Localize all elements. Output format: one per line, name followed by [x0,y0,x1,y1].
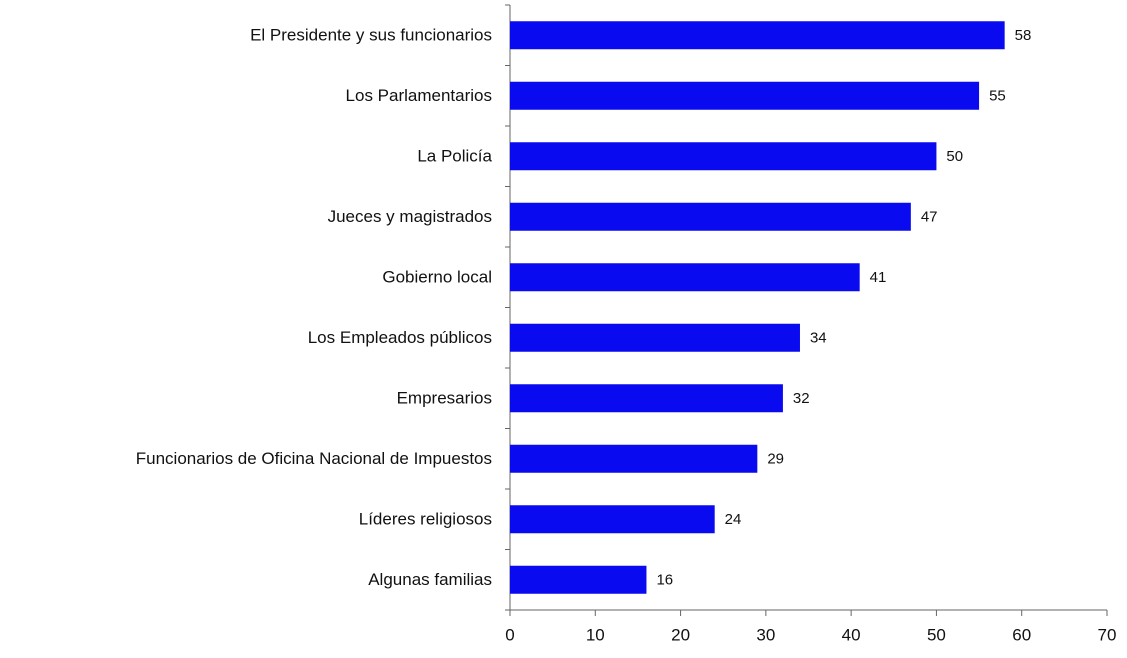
y-tick-label: Gobierno local [382,268,492,287]
y-tick-label: Algunas familias [368,570,492,589]
y-tick-label: Funcionarios de Oficina Nacional de Impu… [136,449,492,468]
data-label: 41 [870,269,887,286]
x-tick-label: 70 [1098,625,1117,644]
y-tick-label: Los Empleados públicos [308,328,492,347]
data-label: 29 [767,451,784,468]
y-tick-label: Jueces y magistrados [328,207,492,226]
x-tick-label: 50 [927,625,946,644]
data-label: 24 [725,511,742,528]
bar [510,444,758,473]
data-label: 47 [921,209,938,226]
y-tick-label: El Presidente y sus funcionarios [250,26,492,45]
y-tick-label: Empresarios [397,389,492,408]
bar [510,21,1005,50]
y-tick-label: Los Parlamentarios [346,86,492,105]
x-tick-label: 10 [586,625,605,644]
bar [510,142,937,171]
x-tick-label: 20 [671,625,690,644]
bar [510,81,980,110]
y-tick-label: La Policía [417,147,492,166]
data-label: 32 [793,390,810,407]
x-tick-label: 30 [756,625,775,644]
bar [510,505,715,534]
x-tick-label: 60 [1012,625,1031,644]
data-label: 16 [656,572,673,589]
bar [510,323,800,352]
data-label: 58 [1015,27,1032,44]
bar [510,202,911,231]
data-label: 55 [989,88,1006,105]
y-tick-label: Líderes religiosos [359,510,492,529]
bar [510,263,860,292]
x-tick-label: 40 [842,625,861,644]
data-label: 50 [946,148,963,165]
data-label: 34 [810,330,827,347]
x-tick-label: 0 [505,625,514,644]
bar [510,384,783,413]
bar [510,565,647,594]
